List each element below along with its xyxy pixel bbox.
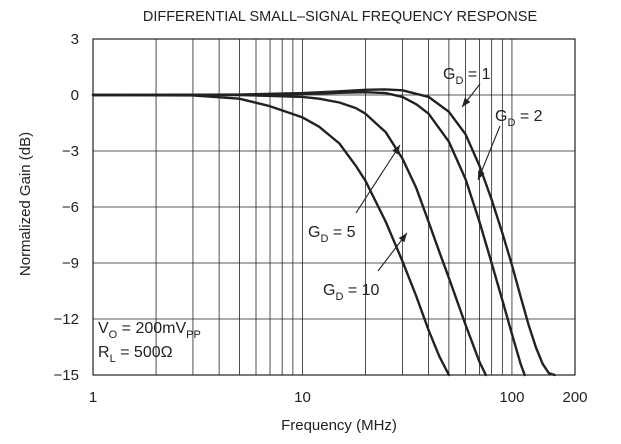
y-tick-label: −15 bbox=[54, 367, 79, 384]
series-line-2 bbox=[91, 91, 526, 377]
y-tick-label: −9 bbox=[62, 255, 79, 272]
x-axis-label: Frequency (MHz) bbox=[281, 417, 397, 434]
x-tick-label: 200 bbox=[562, 389, 587, 406]
curve-label-4: GD = 10 bbox=[323, 282, 380, 303]
series-line-1 bbox=[91, 88, 556, 377]
arrowhead-icon bbox=[462, 97, 471, 107]
curve-label-2: GD = 2 bbox=[495, 108, 543, 129]
arrowhead-icon bbox=[392, 145, 400, 155]
plot-curves bbox=[91, 88, 556, 377]
y-tick-label: −12 bbox=[54, 311, 79, 328]
y-tick-label: 3 bbox=[71, 31, 79, 48]
y-tick-label: 0 bbox=[71, 87, 79, 104]
chart-title: DIFFERENTIAL SMALL–SIGNAL FREQUENCY RESP… bbox=[143, 9, 538, 25]
x-tick-label: 1 bbox=[89, 389, 97, 406]
condition-text: RL = 500Ω bbox=[98, 344, 173, 365]
y-axis-ticks: 3 0 −3 −6 −9 −12 −15 bbox=[54, 31, 79, 384]
arrowhead-icon bbox=[478, 170, 485, 180]
curve-label-arrow-line bbox=[355, 144, 401, 214]
curve-label-1: GD = 1 bbox=[443, 66, 491, 87]
condition-text: VO = 200mVPP bbox=[98, 320, 201, 341]
series-line-4 bbox=[91, 93, 451, 377]
test-conditions: VO = 200mVPP RL = 500Ω bbox=[98, 320, 201, 365]
curve-label-3: GD = 5 bbox=[308, 224, 356, 245]
x-tick-label: 100 bbox=[499, 389, 524, 406]
arrowhead-icon bbox=[398, 233, 407, 243]
x-tick-label: 10 bbox=[294, 389, 311, 406]
y-axis-label: Normalized Gain (dB) bbox=[17, 132, 34, 276]
curve-label-arrow-line bbox=[477, 125, 501, 181]
y-tick-label: −3 bbox=[62, 143, 79, 160]
plot-frame bbox=[92, 38, 576, 376]
series-line-3 bbox=[91, 93, 487, 377]
y-tick-label: −6 bbox=[62, 199, 79, 216]
curve-labels: GD = 1GD = 2 GD = 5 GD = 10 bbox=[308, 66, 543, 303]
x-axis-ticks: 1 10 100 200 bbox=[89, 389, 588, 406]
